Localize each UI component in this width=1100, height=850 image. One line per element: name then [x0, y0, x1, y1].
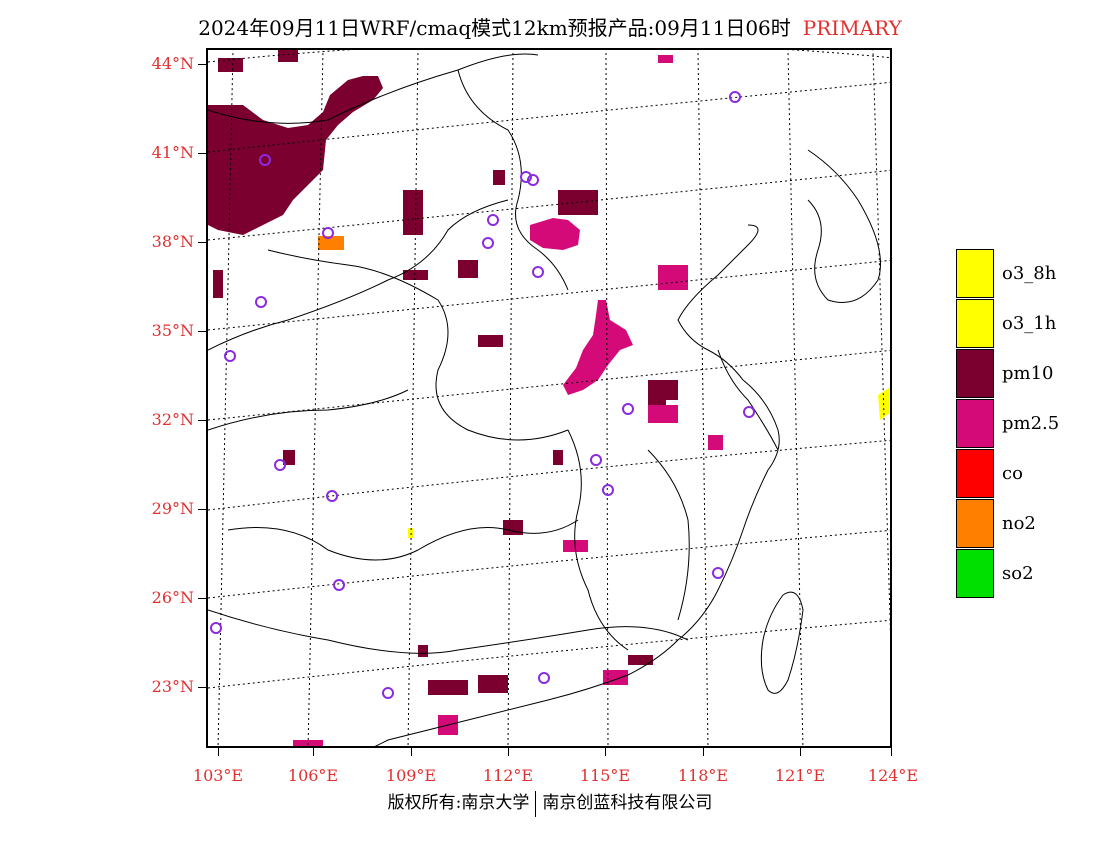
graticule: [208, 50, 890, 746]
pollution-layer: [208, 50, 890, 746]
lon-tick: [891, 748, 892, 756]
region-pm25-central: [563, 300, 633, 395]
lon-label-112: 112°E: [482, 766, 534, 785]
copyright-right: 南京创蓝科技有限公司: [542, 793, 713, 813]
region-pm10-northwest: [208, 76, 383, 235]
lat-label-35: 35°N: [151, 321, 194, 340]
legend-item-so2: so2: [956, 549, 1096, 599]
lat-label-44: 44°N: [151, 54, 194, 73]
boundaries: [208, 53, 881, 746]
station-markers: [210, 91, 755, 699]
legend-swatch: [956, 499, 994, 548]
lat-label-32: 32°N: [151, 410, 194, 429]
footer-divider: [535, 790, 537, 817]
legend-label: so2: [1002, 563, 1034, 584]
lon-tick: [218, 748, 219, 756]
legend-item-pm10: pm10: [956, 349, 1096, 399]
lon-tick: [800, 748, 801, 756]
lon-tick: [508, 748, 509, 756]
copyright-footer: 版权所有:南京大学 南京创蓝科技有限公司: [0, 788, 1100, 817]
legend-label: pm2.5: [1002, 413, 1060, 434]
lat-tick: [198, 420, 206, 421]
legend-label: o3_1h: [1002, 313, 1057, 334]
copyright-left: 版权所有:南京大学: [387, 793, 530, 813]
lon-label-124: 124°E: [867, 766, 919, 785]
lat-label-23: 23°N: [151, 677, 194, 696]
title-main: 2024年09月11日WRF/cmaq模式12km预报产品:09月11日06时: [198, 16, 791, 40]
lat-tick: [198, 64, 206, 65]
region-no2: [318, 236, 344, 250]
legend-item-co: co: [956, 449, 1096, 499]
lat-tick: [198, 242, 206, 243]
legend-label: pm10: [1002, 363, 1054, 384]
lat-label-29: 29°N: [151, 499, 194, 518]
lat-label-38: 38°N: [151, 232, 194, 251]
lon-tick: [313, 748, 314, 756]
lat-tick: [198, 331, 206, 332]
region-o3-east: [878, 387, 890, 420]
region-pm25-beijing: [530, 218, 580, 250]
legend-item-o3-8h: o3_8h: [956, 249, 1096, 299]
legend-swatch: [956, 449, 994, 498]
legend-swatch: [956, 399, 994, 448]
lon-tick: [605, 748, 606, 756]
lat-label-26: 26°N: [151, 588, 194, 607]
map-title: 2024年09月11日WRF/cmaq模式12km预报产品:09月11日06时 P…: [0, 12, 1100, 41]
lon-label-103: 103°E: [192, 766, 244, 785]
lon-tick: [703, 748, 704, 756]
legend-label: no2: [1002, 513, 1036, 534]
lon-label-121: 121°E: [774, 766, 826, 785]
map-panel[interactable]: [206, 48, 892, 748]
legend-swatch: [956, 549, 994, 598]
lat-tick: [198, 687, 206, 688]
legend-label: o3_8h: [1002, 263, 1057, 284]
legend-item-pm25: pm2.5: [956, 399, 1096, 449]
lat-tick: [198, 153, 206, 154]
title-tag: PRIMARY: [802, 16, 902, 40]
legend-swatch: [956, 349, 994, 398]
lon-label-115: 115°E: [579, 766, 631, 785]
lon-tick: [411, 748, 412, 756]
lat-tick: [198, 509, 206, 510]
lon-label-109: 109°E: [385, 766, 437, 785]
lon-label-106: 106°E: [287, 766, 339, 785]
map-canvas: [208, 50, 890, 746]
legend: o3_8h o3_1h pm10 pm2.5 co no2 so2: [956, 249, 1096, 599]
legend-swatch: [956, 299, 994, 348]
legend-item-no2: no2: [956, 499, 1096, 549]
taiwan: [760, 591, 804, 694]
lat-label-41: 41°N: [151, 143, 194, 162]
lon-label-118: 118°E: [677, 766, 729, 785]
legend-item-o3-1h: o3_1h: [956, 299, 1096, 349]
legend-label: co: [1002, 463, 1023, 484]
lat-tick: [198, 598, 206, 599]
legend-swatch: [956, 249, 994, 298]
